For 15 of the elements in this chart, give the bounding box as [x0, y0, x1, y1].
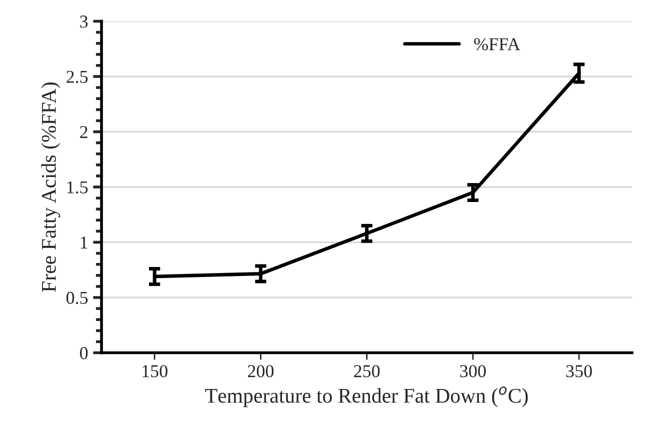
x-tick-label: 200: [248, 365, 274, 378]
x-tick-label: 300: [460, 365, 486, 378]
y-tick-label: 1.5: [67, 181, 88, 194]
y-tick-label: 2.5: [66, 70, 88, 84]
y-tick-label: 0.5: [66, 292, 88, 304]
y-tick-label: 2: [80, 126, 88, 138]
x-axis-title: Temperature to Render Fat Down ($^{o}$C): [205, 386, 528, 408]
x-tick-label: 150: [142, 365, 168, 378]
x-tick-label: 250: [354, 365, 380, 378]
y-axis-title: Free Fatty Acids (%FFA): [41, 82, 60, 292]
y-tick-label: 3: [80, 16, 88, 28]
legend-label: %FFA: [474, 38, 520, 50]
y-tick-label: 1: [80, 236, 88, 249]
y-tick-label: 0: [80, 347, 88, 360]
x-tick-label: 350: [566, 365, 592, 378]
